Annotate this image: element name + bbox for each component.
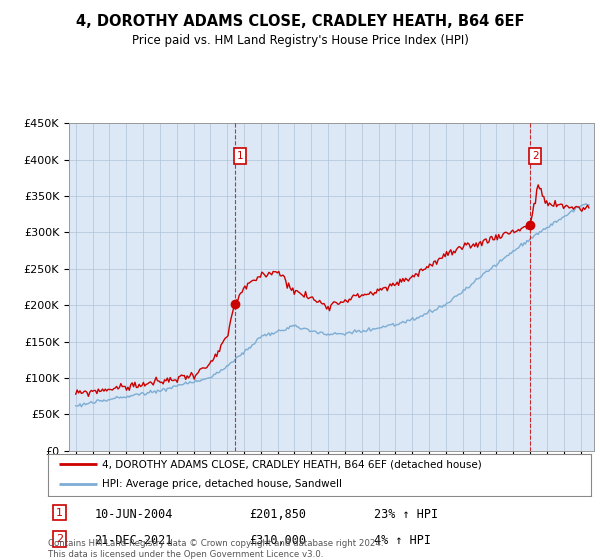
Text: 4, DOROTHY ADAMS CLOSE, CRADLEY HEATH, B64 6EF (detached house): 4, DOROTHY ADAMS CLOSE, CRADLEY HEATH, B… [102, 459, 482, 469]
Text: 2: 2 [56, 534, 63, 544]
Text: 4% ↑ HPI: 4% ↑ HPI [374, 534, 431, 547]
Text: £201,850: £201,850 [249, 507, 306, 521]
Text: 4, DOROTHY ADAMS CLOSE, CRADLEY HEATH, B64 6EF: 4, DOROTHY ADAMS CLOSE, CRADLEY HEATH, B… [76, 14, 524, 29]
Text: Price paid vs. HM Land Registry's House Price Index (HPI): Price paid vs. HM Land Registry's House … [131, 34, 469, 46]
Text: £310,000: £310,000 [249, 534, 306, 547]
Text: 2: 2 [532, 151, 539, 161]
Text: 21-DEC-2021: 21-DEC-2021 [94, 534, 173, 547]
Text: 10-JUN-2004: 10-JUN-2004 [94, 507, 173, 521]
Text: 23% ↑ HPI: 23% ↑ HPI [374, 507, 438, 521]
Text: 1: 1 [56, 507, 63, 517]
Text: HPI: Average price, detached house, Sandwell: HPI: Average price, detached house, Sand… [102, 479, 342, 489]
Text: Contains HM Land Registry data © Crown copyright and database right 2024.
This d: Contains HM Land Registry data © Crown c… [48, 539, 383, 559]
Text: 1: 1 [237, 151, 244, 161]
